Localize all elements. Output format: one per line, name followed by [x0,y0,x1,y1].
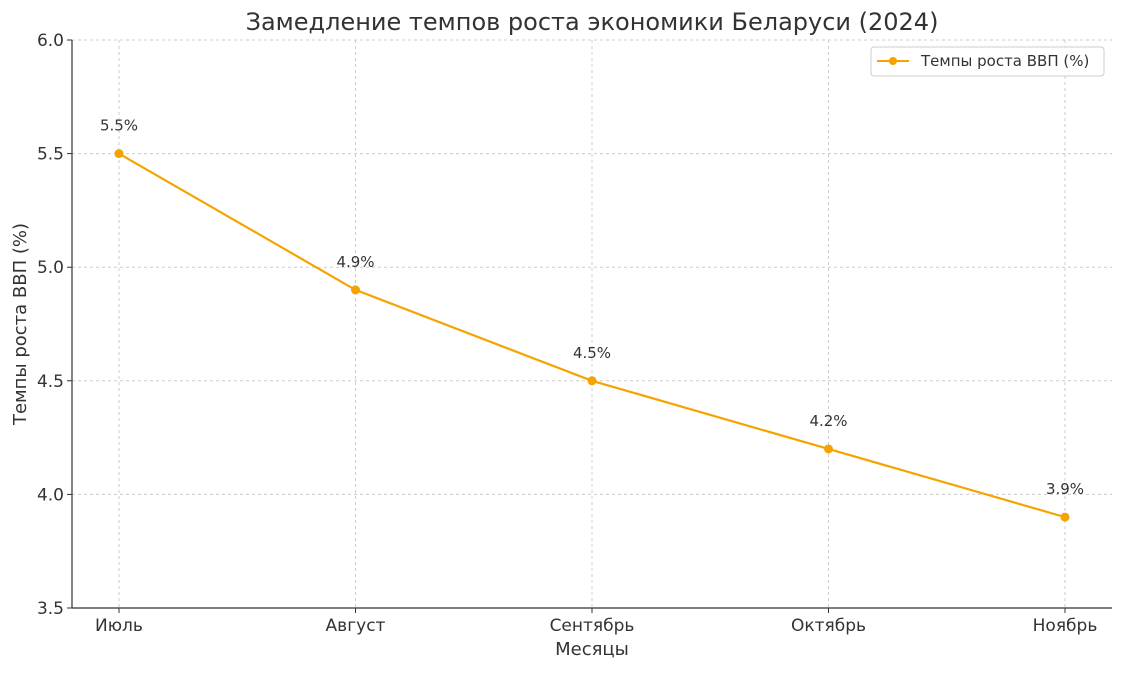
data-point [824,444,833,454]
x-ticks: Июль Август Сентябрь Октябрь Ноябрь [95,608,1097,636]
chart-title: Замедление темпов роста экономики Белару… [246,8,939,36]
data-point [1060,512,1070,522]
x-tick-label: Ноябрь [1033,616,1098,636]
data-point [587,376,597,386]
x-tick-label: Сентябрь [550,616,635,636]
series: 5.5% 4.9% 4.5% 4.2% 3.9% [100,117,1084,522]
y-axis-label: Темпы роста ВВП (%) [10,223,31,426]
x-tick-label: Октябрь [791,616,866,636]
legend-marker [889,57,897,65]
data-label: 4.9% [336,253,374,271]
data-label: 4.2% [809,412,847,430]
y-tick-label: 4.0 [37,485,64,505]
y-tick-label: 6.0 [37,31,64,51]
legend-label: Темпы роста ВВП (%) [920,52,1089,70]
grid [72,39,1112,609]
y-ticks: 3.5 4.0 4.5 5.0 5.5 6.0 [37,31,72,619]
y-tick-label: 5.5 [37,145,64,165]
data-label: 4.5% [573,344,611,362]
x-tick-label: Август [326,616,386,636]
y-tick-label: 3.5 [37,599,64,619]
x-axis-label: Месяцы [555,639,629,660]
data-label: 3.9% [1046,480,1084,498]
data-point [114,149,124,159]
legend: Темпы роста ВВП (%) [870,46,1105,77]
data-point [351,285,360,295]
data-label: 5.5% [100,117,138,135]
y-tick-label: 4.5 [37,372,64,392]
x-tick-label: Июль [95,616,143,636]
y-tick-label: 5.0 [37,258,64,278]
legend-box [870,46,1105,77]
